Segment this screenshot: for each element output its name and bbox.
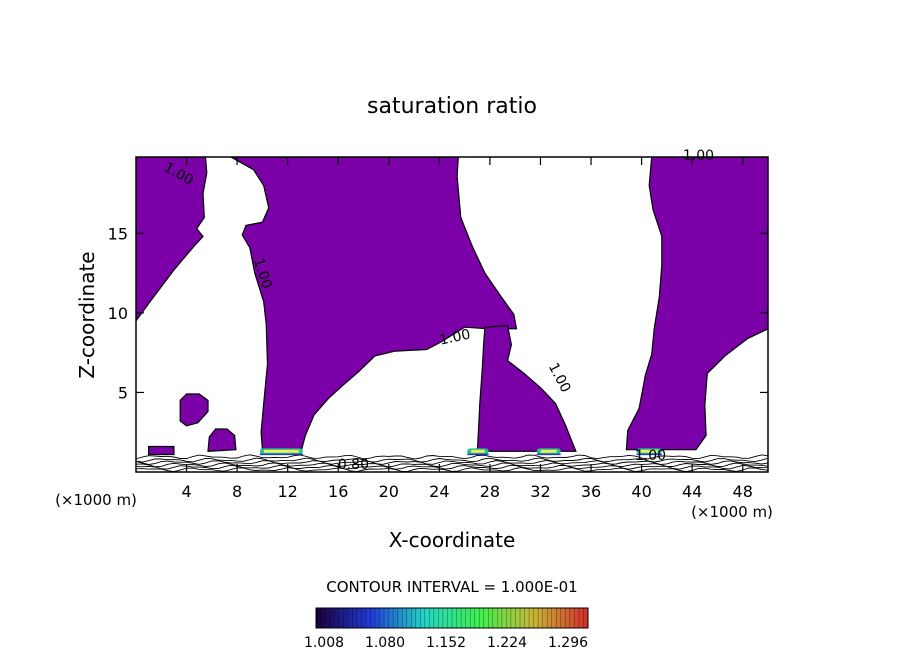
contour-region-right-column	[625, 157, 768, 451]
contour-fill-regions	[136, 157, 768, 456]
contour-region-upper-left	[136, 157, 208, 322]
colorbar-label-1: 1.080	[365, 635, 405, 651]
contour-region-small-blob-bottom	[207, 428, 237, 452]
x-tick-label-28: 28	[480, 482, 500, 501]
surface-contour-2	[136, 462, 768, 468]
surface-contour-3	[136, 459, 768, 465]
x-unit-right: (×1000 m)	[691, 503, 773, 521]
y-axis-label: Z-coordinate	[75, 251, 99, 378]
x-tick-label-16: 16	[328, 482, 348, 501]
x-tick-label-8: 8	[232, 482, 242, 501]
x-tick-label-36: 36	[581, 482, 601, 501]
plot-frame	[135, 156, 769, 473]
surface-contour-1	[136, 464, 768, 470]
contour-label-2: 1.00	[438, 327, 472, 349]
contour-interval: CONTOUR INTERVAL = 1.000E-01	[326, 578, 577, 596]
x-axis-ticks: 4 8 12 16 20 24 28 32 36 40 44 48	[181, 157, 753, 501]
colorbar-label-4: 1.296	[548, 635, 588, 651]
x-tick-label-4: 4	[181, 482, 191, 501]
x-axis-label: X-coordinate	[389, 528, 516, 552]
plot-area	[136, 157, 768, 472]
contour-region-mid-right	[476, 324, 577, 452]
contour-region-left-central	[229, 157, 518, 451]
contour-region-small-blob-left	[179, 393, 209, 427]
x-tick-label-48: 48	[733, 482, 753, 501]
contour-label-6: 1.00	[635, 448, 666, 464]
x-tick-label-20: 20	[379, 482, 399, 501]
contour-label-4: 1.00	[683, 148, 714, 164]
highlight-core-0	[263, 449, 299, 453]
contour-region-sliver-left	[148, 445, 175, 456]
chart-title: saturation ratio	[367, 94, 537, 119]
contour-label-3: 1.00	[545, 360, 574, 395]
colorbar-label-3: 1.224	[487, 635, 527, 651]
contour-label-5: 0.80	[338, 457, 369, 473]
x-tick-label-40: 40	[631, 482, 651, 501]
surface-contour-4	[136, 457, 768, 463]
colorbar-ticks	[320, 608, 584, 628]
x-tick-label-44: 44	[682, 482, 702, 501]
y-tick-label-5: 5	[118, 383, 128, 402]
x-unit-left: (×1000 m)	[55, 491, 137, 509]
x-tick-label-12: 12	[278, 482, 298, 501]
x-tick-label-32: 32	[530, 482, 550, 501]
contour-labels: 1.001.001.001.001.000.801.00	[161, 148, 714, 473]
y-tick-label-15: 15	[108, 224, 128, 243]
highlight-core-3	[640, 449, 658, 453]
surface-contour-lines	[136, 454, 768, 472]
surface-contour-5	[136, 454, 768, 460]
highlight-core-1	[471, 449, 485, 453]
highlight-core-2	[540, 449, 557, 453]
x-tick-label-24: 24	[429, 482, 449, 501]
colorbar-labels: 1.008 1.080 1.152 1.224 1.296	[304, 635, 588, 651]
contour-highlight-bands	[259, 448, 662, 456]
colorbar-label-0: 1.008	[304, 635, 344, 651]
y-axis-ticks: 5 10 15	[108, 224, 768, 402]
y-tick-label-10: 10	[108, 304, 128, 323]
colorbar-label-2: 1.152	[426, 635, 466, 651]
